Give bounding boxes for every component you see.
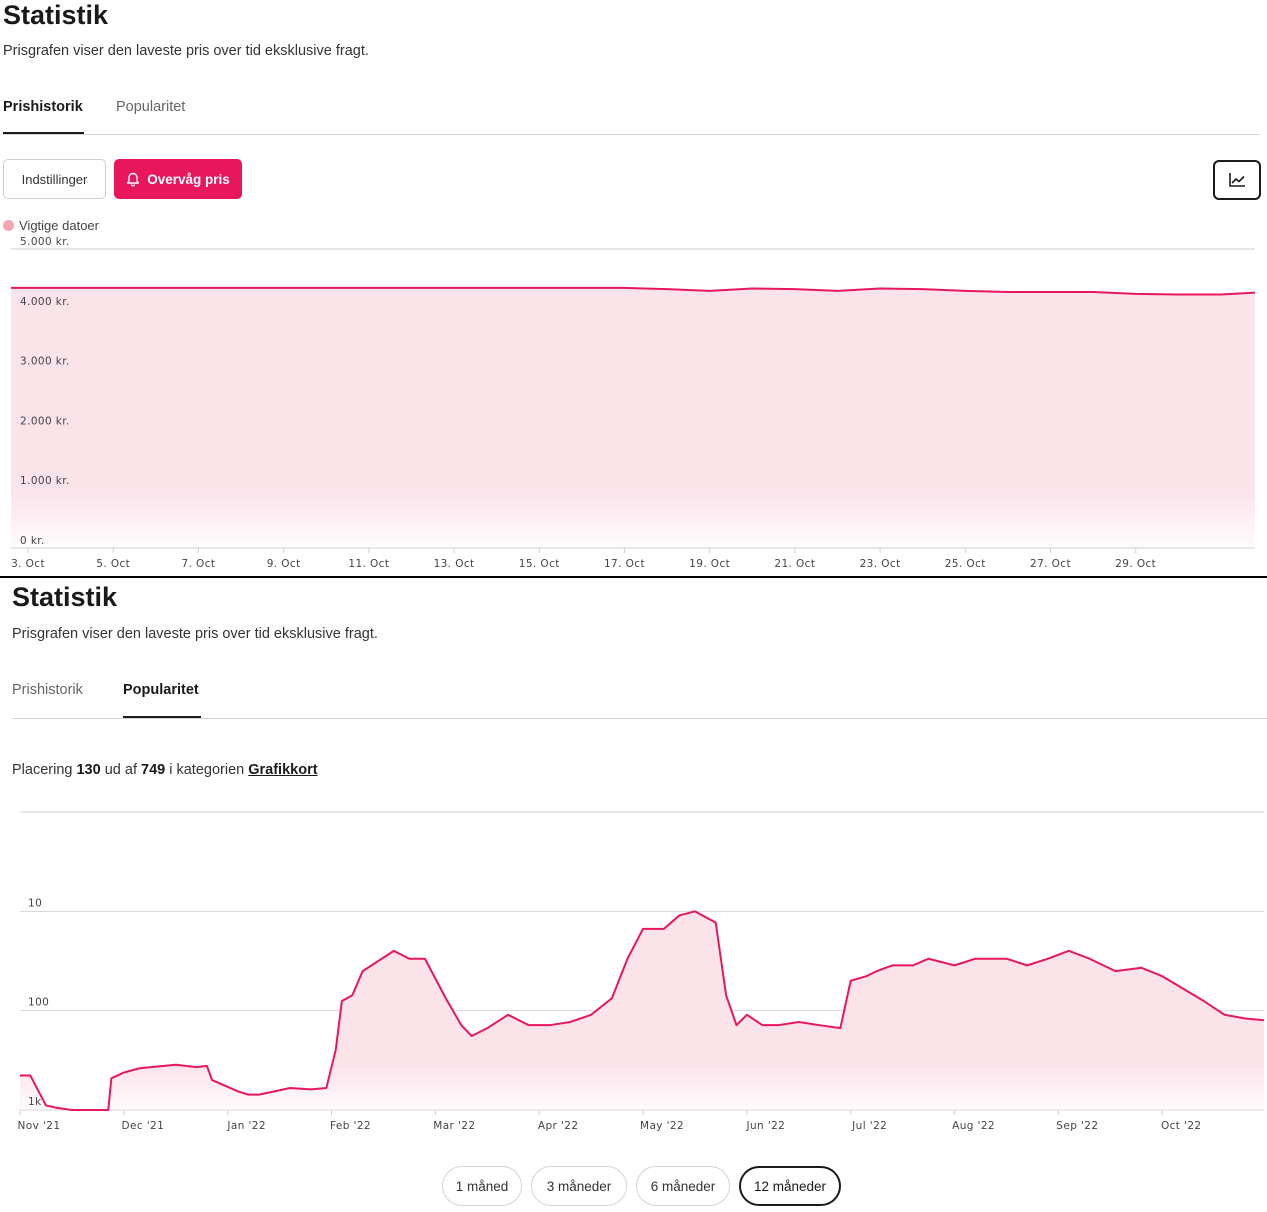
active-tab-indicator — [3, 132, 84, 134]
settings-button[interactable]: Indstillinger — [3, 159, 106, 199]
tab-popularitet[interactable]: Popularitet — [116, 99, 186, 115]
category-link[interactable]: Grafikkort — [248, 762, 318, 778]
line-chart-icon — [1228, 172, 1246, 188]
range-3-months-button[interactable]: 3 måneder — [531, 1166, 627, 1206]
popularity-area — [20, 911, 1264, 1110]
y-tick-label: 1.000 kr. — [20, 475, 70, 487]
page-subtitle: Prisgrafen viser den laveste pris over t… — [12, 626, 378, 642]
x-tick-label: Mar '22 — [433, 1120, 475, 1132]
x-tick-label: 27. Oct — [1030, 558, 1071, 570]
x-tick-label: May '22 — [640, 1120, 684, 1132]
tab-prishistorik[interactable]: Prishistorik — [3, 99, 83, 115]
bell-icon — [126, 172, 140, 187]
popularity-line — [20, 910, 1265, 1111]
popularity-chart[interactable]: 1k 100 10 Nov '21 Dec '21 Jan '22 Feb '22 Mar '… — [0, 808, 1267, 1138]
section-divider — [0, 576, 1267, 578]
popularity-panel: Statistik Prisgrafen viser den laveste p… — [0, 578, 1267, 1212]
x-tick-label: 13. Oct — [434, 558, 475, 570]
x-tick-label: 25. Oct — [945, 558, 986, 570]
x-tick-label: 21. Oct — [774, 558, 815, 570]
watch-price-button[interactable]: Overvåg pris — [114, 159, 242, 199]
range-6-months-button[interactable]: 6 måneder — [636, 1166, 730, 1206]
price-chart[interactable]: 0 kr. 1.000 kr. 2.000 kr. 3.000 kr. 4.000 kr… — [0, 236, 1267, 576]
x-tick-label: Oct '22 — [1161, 1120, 1202, 1132]
y-tick-label: 10 — [28, 897, 42, 909]
chart-legend[interactable]: Vigtige datoer — [3, 218, 99, 233]
y-tick-label: 100 — [28, 997, 49, 1009]
x-tick-label: 11. Oct — [348, 558, 389, 570]
y-tick-label: 0 kr. — [20, 535, 45, 547]
x-tick-label: 5. Oct — [96, 558, 130, 570]
x-tick-label: Sep '22 — [1056, 1120, 1098, 1132]
x-tick-label: 29. Oct — [1115, 558, 1156, 570]
price-line — [11, 286, 1256, 296]
x-tick-label: 15. Oct — [519, 558, 560, 570]
page-title: Statistik — [12, 582, 118, 612]
chart-type-button[interactable] — [1213, 160, 1261, 200]
x-tick-label: Feb '22 — [330, 1120, 371, 1132]
legend-label: Vigtige datoer — [19, 218, 99, 233]
watch-price-label: Overvåg pris — [147, 171, 230, 187]
tab-popularitet[interactable]: Popularitet — [123, 682, 199, 698]
y-tick-label: 5.000 kr. — [20, 236, 70, 248]
rank-total: 749 — [141, 762, 166, 778]
page-title: Statistik — [3, 0, 109, 30]
tab-bar — [12, 717, 1267, 719]
tab-prishistorik[interactable]: Prishistorik — [12, 682, 83, 698]
page-subtitle: Prisgrafen viser den laveste pris over t… — [3, 43, 369, 59]
y-tick-label: 2.000 kr. — [20, 415, 70, 427]
legend-dot-icon — [3, 220, 14, 231]
x-tick-label: 9. Oct — [267, 558, 301, 570]
price-history-panel: Statistik Prisgrafen viser den laveste p… — [0, 0, 1267, 576]
x-tick-label: Dec '21 — [121, 1120, 164, 1132]
range-1-month-button[interactable]: 1 måned — [442, 1166, 522, 1206]
x-tick-label: 17. Oct — [604, 558, 645, 570]
y-tick-label: 1k — [28, 1096, 42, 1108]
x-tick-label: Jul '22 — [851, 1120, 887, 1132]
x-tick-label: Jun '22 — [745, 1120, 785, 1132]
x-tick-label: Apr '22 — [538, 1120, 579, 1132]
rank-value: 130 — [76, 762, 101, 778]
active-tab-indicator — [123, 716, 201, 718]
tab-bar — [3, 133, 1260, 135]
x-tick-label: 7. Oct — [181, 558, 215, 570]
y-tick-label: 4.000 kr. — [20, 296, 70, 308]
price-area — [11, 287, 1255, 548]
ranking-text: Placering 130 ud af 749 i kategorien Gra… — [12, 762, 318, 778]
x-tick-label: 19. Oct — [689, 558, 730, 570]
range-12-months-button[interactable]: 12 måneder — [739, 1166, 841, 1206]
x-tick-label: 23. Oct — [860, 558, 901, 570]
x-tick-label: Jan '22 — [226, 1120, 266, 1132]
x-tick-label: Nov '21 — [18, 1120, 61, 1132]
x-tick-label: Aug '22 — [952, 1120, 995, 1132]
y-tick-label: 3.000 kr. — [20, 356, 70, 368]
x-tick-label: 3. Oct — [11, 558, 45, 570]
